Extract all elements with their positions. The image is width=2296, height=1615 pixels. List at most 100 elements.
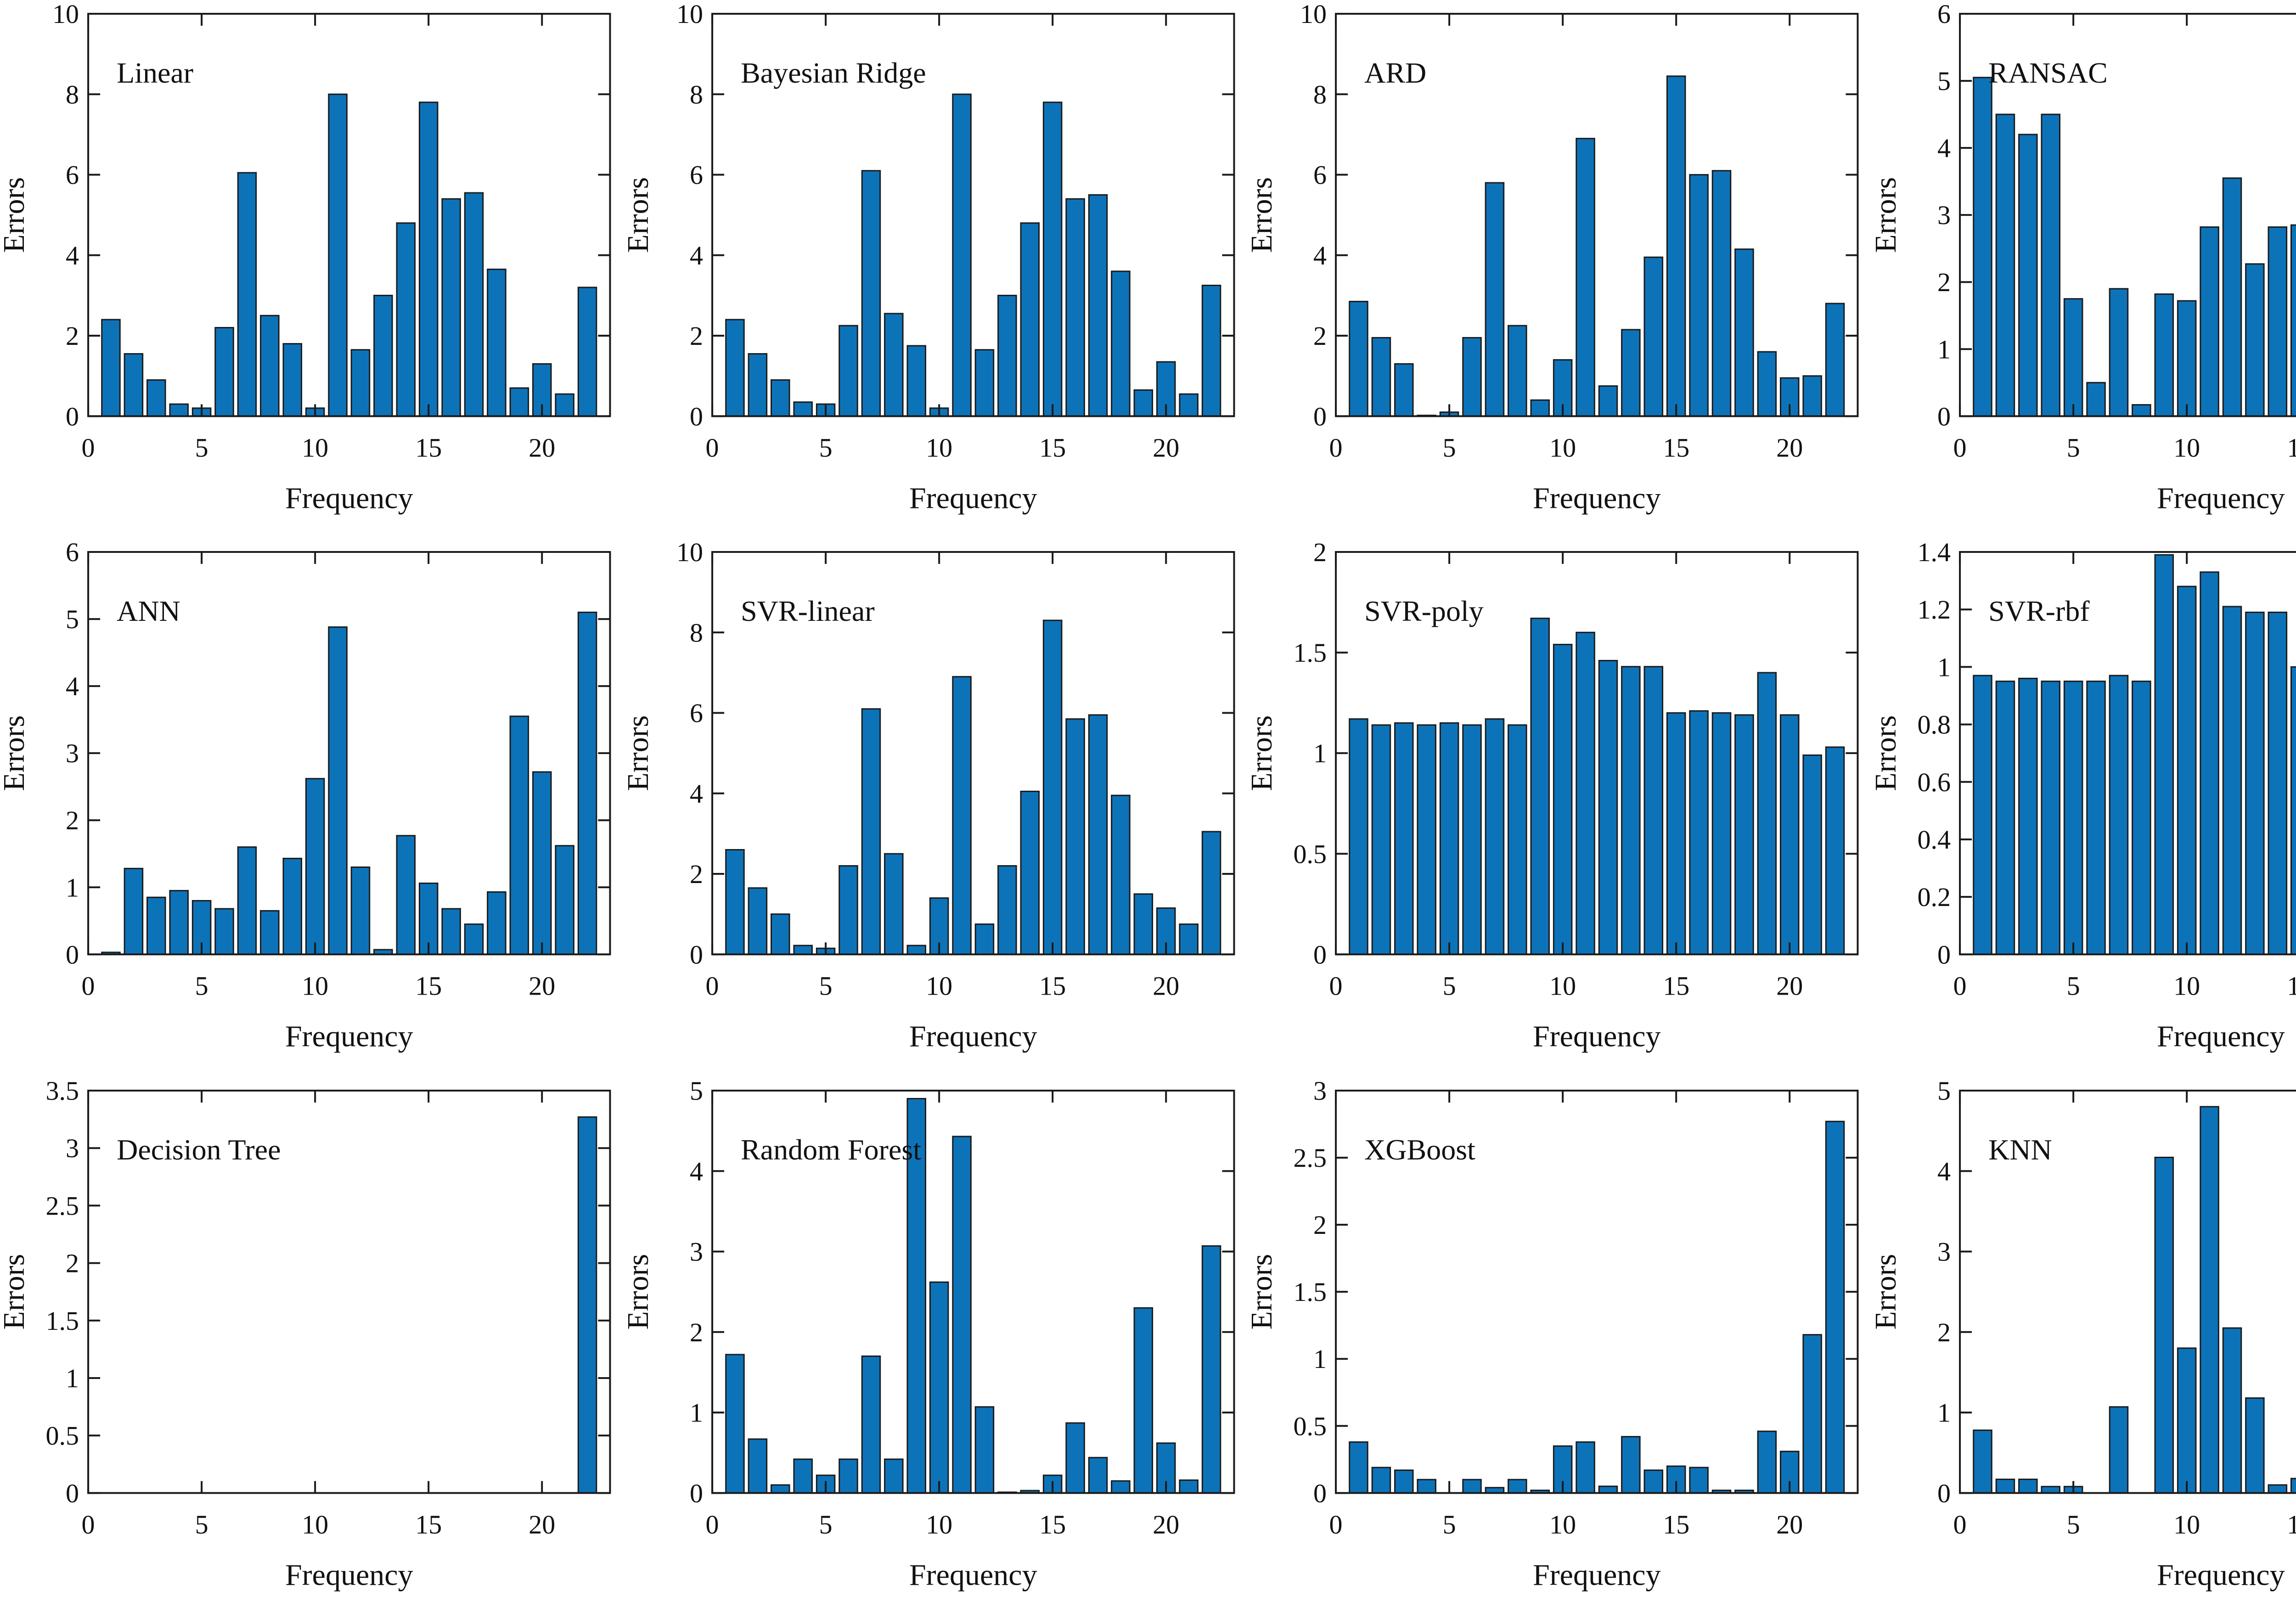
x-tick-label: 5 <box>2066 971 2080 1001</box>
y-axis-label: Errors <box>624 715 655 791</box>
bar <box>2291 667 2296 955</box>
chart-svg: 05101520012345KNNFrequencyErrors <box>1872 1077 2296 1615</box>
bar <box>2155 1157 2173 1493</box>
bar <box>2178 587 2196 955</box>
bar <box>510 388 529 416</box>
y-tick-label: 1 <box>1313 1344 1327 1374</box>
y-tick-label: 1.2 <box>1917 595 1951 625</box>
y-tick-label: 4 <box>1313 241 1327 270</box>
bar <box>2200 572 2218 954</box>
bar <box>771 914 789 955</box>
bar <box>1111 796 1130 955</box>
y-tick-label: 2 <box>66 1248 79 1278</box>
x-tick-label: 10 <box>1549 1509 1576 1539</box>
x-tick-label: 5 <box>819 1509 832 1539</box>
bar <box>1531 619 1549 955</box>
x-tick-label: 0 <box>82 1509 95 1539</box>
x-tick-label: 10 <box>926 433 952 462</box>
y-axis-label: Errors <box>1872 715 1902 791</box>
bar <box>170 891 188 955</box>
bar <box>1667 713 1685 955</box>
bar <box>1066 1423 1084 1493</box>
y-tick-label: 3 <box>690 1237 703 1266</box>
chart-title: Random Forest <box>741 1133 921 1166</box>
bar <box>329 627 347 955</box>
bar <box>748 888 767 955</box>
chart-title: ANN <box>117 595 180 627</box>
bar <box>1508 1480 1527 1493</box>
chart-title: Decision Tree <box>117 1133 281 1166</box>
chart-title: ARD <box>1364 56 1426 89</box>
bar <box>1644 1470 1663 1493</box>
bar <box>261 911 279 955</box>
bar <box>2041 1486 2060 1493</box>
bar <box>1486 183 1504 416</box>
y-tick-label: 6 <box>1313 160 1327 190</box>
bar <box>1350 302 1368 416</box>
x-tick-label: 5 <box>2066 1509 2080 1539</box>
chart-title: Bayesian Ridge <box>741 56 926 89</box>
y-tick-label: 6 <box>1937 0 1951 29</box>
bar <box>862 1356 880 1493</box>
bar <box>2178 301 2196 416</box>
bar <box>952 94 971 416</box>
y-tick-label: 0.2 <box>1917 883 1951 912</box>
y-tick-label: 2 <box>690 1317 703 1347</box>
y-tick-label: 0 <box>66 940 79 970</box>
bar <box>1826 304 1844 416</box>
chart-svg: 051015200123456RANSACFrequencyErrors <box>1872 0 2296 538</box>
bar <box>1486 719 1504 955</box>
bar <box>1576 1442 1595 1493</box>
bar <box>1599 1486 1617 1493</box>
bar <box>419 102 438 416</box>
bar <box>1622 330 1640 416</box>
x-tick-label: 5 <box>1443 971 1456 1001</box>
bars <box>102 613 597 955</box>
x-tick-label: 15 <box>415 971 442 1001</box>
chart-title: RANSAC <box>1988 56 2108 89</box>
y-tick-label: 0 <box>690 401 703 431</box>
bar <box>1202 832 1221 954</box>
y-tick-label: 2 <box>1313 538 1327 567</box>
bar <box>1463 725 1481 954</box>
bar <box>952 1137 971 1493</box>
x-tick-label: 5 <box>195 433 208 462</box>
bar <box>465 924 483 955</box>
y-tick-label: 0 <box>1937 1478 1951 1508</box>
bar <box>488 892 506 955</box>
y-tick-label: 10 <box>676 538 703 567</box>
y-tick-label: 10 <box>1300 0 1327 29</box>
bar <box>1690 175 1708 416</box>
bar <box>1622 667 1640 955</box>
bar <box>397 223 415 416</box>
y-tick-label: 0.5 <box>1294 839 1327 869</box>
bar <box>839 326 857 416</box>
bar <box>2132 405 2150 416</box>
bar <box>952 677 971 955</box>
bar <box>2155 555 2173 955</box>
bar <box>1350 719 1368 955</box>
y-tick-label: 1 <box>690 1398 703 1428</box>
y-tick-label: 0 <box>1313 1478 1327 1508</box>
bar <box>748 1439 767 1493</box>
bar <box>1202 286 1221 416</box>
bar <box>1599 661 1617 955</box>
y-axis-label: Errors <box>1248 715 1278 791</box>
bar <box>1089 195 1107 416</box>
bars <box>726 620 1220 954</box>
bar <box>1372 338 1390 416</box>
x-tick-label: 20 <box>529 433 555 462</box>
y-tick-label: 2 <box>690 859 703 889</box>
bar <box>2291 1479 2296 1493</box>
y-tick-label: 10 <box>676 0 703 29</box>
y-tick-label: 1.5 <box>1294 638 1327 668</box>
subplot-knn: 05101520012345KNNFrequencyErrors <box>1872 1077 2296 1615</box>
y-tick-label: 4 <box>66 672 79 702</box>
